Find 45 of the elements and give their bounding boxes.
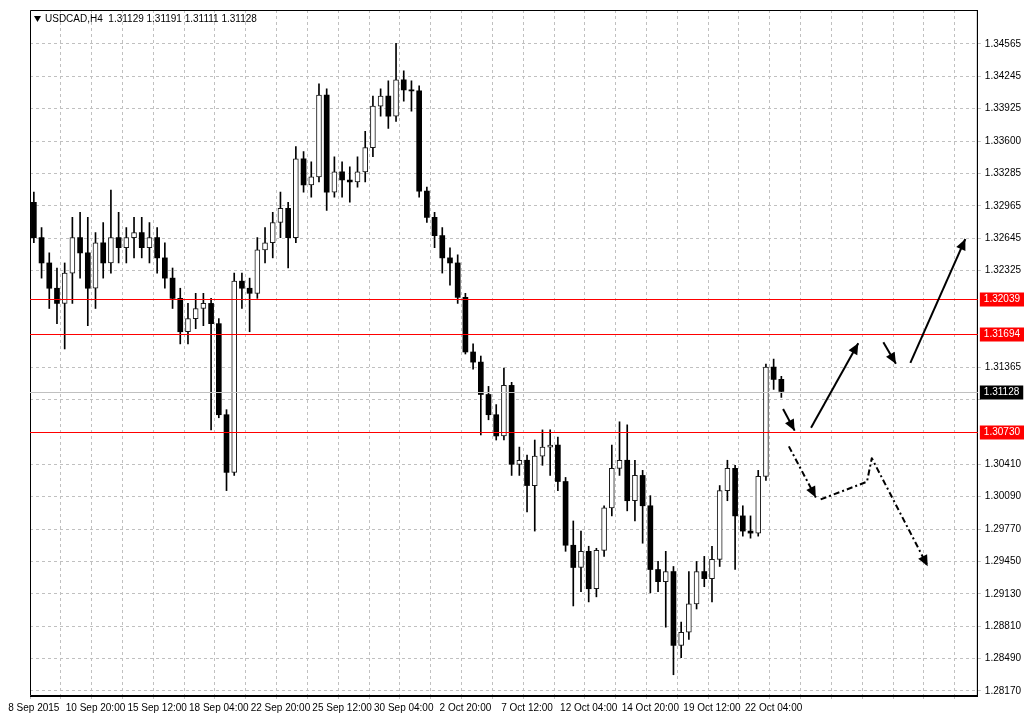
y-tick-label: 1.30090 [984,490,1022,502]
x-tick-label: 30 Sep 04:00 [374,701,434,713]
y-tick-label: 1.29450 [984,555,1022,567]
candlestick [339,161,345,198]
y-tick-label: 1.28810 [984,619,1022,631]
candlestick [662,550,669,628]
x-tick-label: 7 Oct 12:00 [501,701,554,713]
y-tick-label: 1.33285 [984,167,1022,179]
x-tick-label: 18 Sep 04:00 [189,701,249,713]
x-tick-label: 8 Sep 2015 [8,701,60,713]
x-tick-label: 2 Oct 20:00 [439,701,492,713]
x-tick-label: 25 Sep 12:00 [312,701,373,713]
candlestick [208,298,214,431]
x-tick-label: 22 Sep 20:00 [250,701,311,713]
ref-line-label: 1.31694 [983,328,1021,340]
y-tick-label: 1.34565 [984,37,1022,49]
y-tick-label: 1.33925 [984,102,1022,114]
y-tick-label: 1.32645 [984,231,1022,243]
y-tick-label: 1.28490 [984,652,1022,664]
y-tick-label: 1.28170 [984,684,1022,696]
candlestick [262,227,268,264]
candlestick [77,212,83,279]
candlestick [447,247,453,286]
ref-line-label: 1.31128 [983,386,1020,398]
y-tick-label: 1.33600 [984,135,1022,147]
chart-title: USDCAD,H4 1.31129 1.31191 1.31111 1.31128 [45,13,257,24]
y-tick-label: 1.32965 [984,199,1022,211]
y-tick-label: 1.32325 [984,264,1022,276]
x-tick-label: 14 Oct 20:00 [621,701,680,713]
ref-line-label: 1.32039 [983,293,1021,305]
x-tick-label: 12 Oct 04:00 [560,701,618,713]
x-tick-label: 15 Sep 12:00 [127,701,188,713]
candlestick [239,272,245,309]
x-tick-label: 19 Oct 12:00 [683,701,742,713]
candlestick [701,556,708,588]
ref-line-label: 1.30730 [983,426,1021,438]
x-tick-label: 22 Oct 04:00 [745,701,803,713]
y-tick-label: 1.29770 [984,522,1022,534]
y-tick-label: 1.34245 [984,70,1022,82]
y-tick-label: 1.29130 [984,587,1022,599]
candlestick [308,161,315,198]
x-tick-label: 10 Sep 20:00 [65,701,126,713]
y-tick-label: 1.30410 [984,458,1022,470]
candlestick [131,217,137,259]
y-tick-label: 1.31365 [984,361,1022,373]
